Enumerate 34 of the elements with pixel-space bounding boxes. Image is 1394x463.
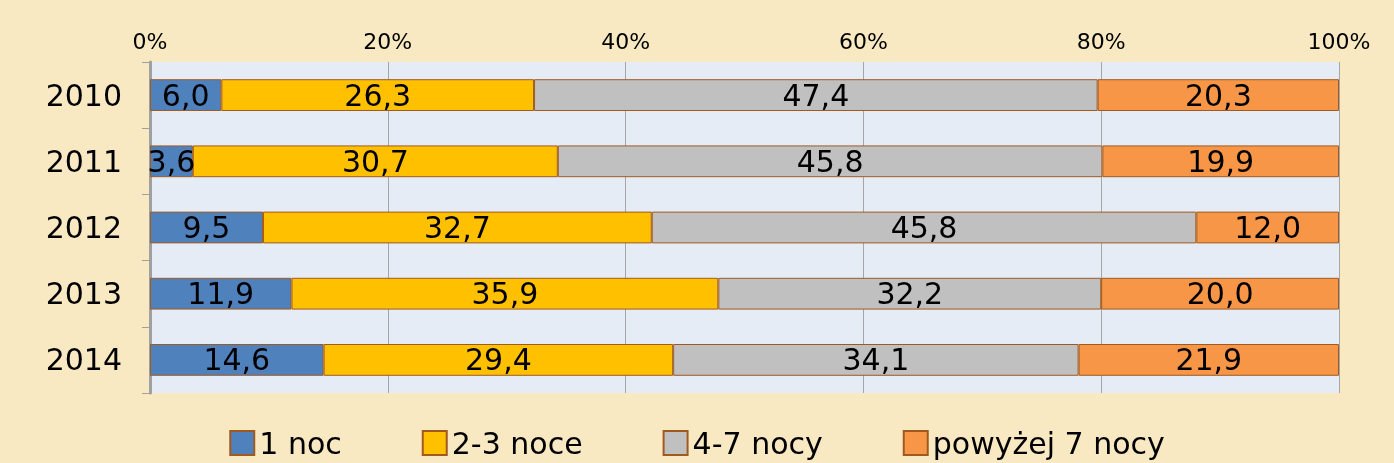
data-label: 19,9 — [1187, 143, 1255, 179]
data-label: 20,3 — [1184, 77, 1252, 113]
data-label: 21,9 — [1175, 342, 1243, 378]
y-tick-label: 2010 — [45, 77, 122, 113]
legend-label: 4-7 nocy — [692, 425, 823, 461]
data-label: 47,4 — [782, 77, 850, 113]
y-tick-label: 2014 — [45, 342, 122, 378]
legend-label: powyżej 7 nocy — [932, 425, 1165, 461]
data-label: 11,9 — [187, 276, 255, 312]
data-label: 6,0 — [161, 77, 210, 113]
x-tick-label: 0% — [132, 28, 168, 54]
legend-label: 1 noc — [259, 425, 342, 461]
x-tick-label: 60% — [838, 28, 888, 54]
data-label: 29,4 — [464, 342, 532, 378]
data-label: 35,9 — [471, 276, 539, 312]
data-label: 45,8 — [796, 143, 864, 179]
data-label: 32,7 — [423, 210, 491, 245]
data-label: 30,7 — [341, 143, 409, 179]
x-tick-label: 40% — [601, 28, 651, 54]
x-tick-label: 20% — [363, 28, 413, 54]
data-label: 32,2 — [876, 276, 944, 312]
y-tick-label: 2011 — [45, 143, 122, 179]
legend-label: 2-3 noce — [451, 425, 583, 461]
x-tick-label: 80% — [1076, 28, 1126, 54]
data-label: 45,8 — [890, 210, 958, 245]
data-label: 34,1 — [842, 342, 910, 378]
y-tick-label: 2013 — [45, 276, 122, 312]
data-label: 14,6 — [203, 342, 271, 378]
data-label: 26,3 — [344, 77, 412, 113]
data-label: 20,0 — [1186, 276, 1254, 312]
y-tick-label: 2012 — [45, 210, 122, 245]
x-tick-label: 100% — [1307, 28, 1371, 54]
data-label: 12,0 — [1234, 210, 1302, 245]
data-label: 9,5 — [182, 210, 231, 245]
